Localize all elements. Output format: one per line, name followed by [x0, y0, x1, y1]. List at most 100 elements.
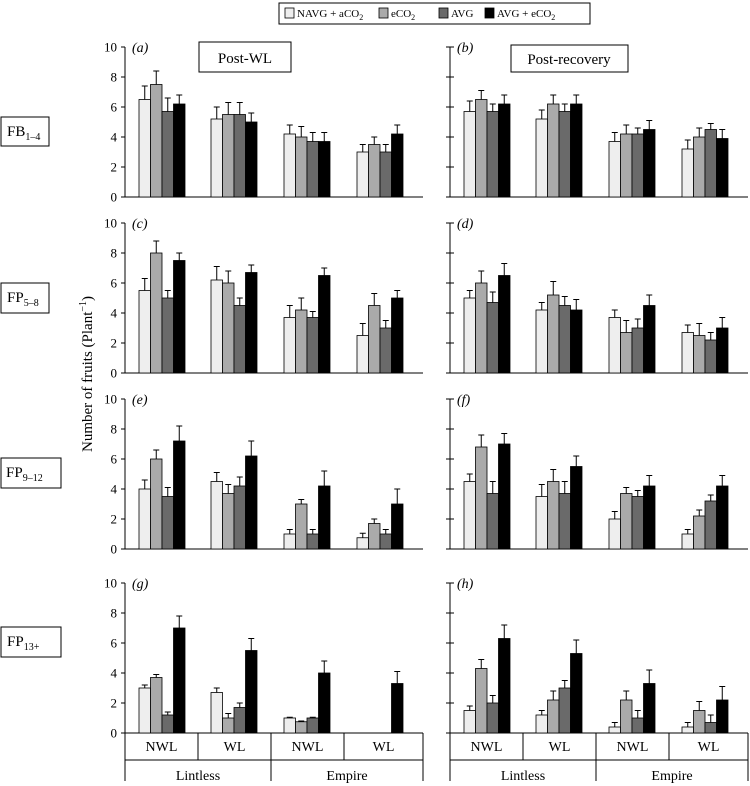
y-tick-label: 8: [111, 70, 118, 85]
bar: [379, 533, 392, 550]
y-tick-label: 6: [111, 452, 118, 467]
post-recovery-title: Post-recovery: [527, 52, 611, 68]
bar: [631, 717, 644, 734]
bar: [681, 726, 694, 734]
bar: [643, 683, 656, 734]
y-tick-label: 0: [111, 366, 118, 381]
group-label: WL: [373, 740, 395, 755]
bar: [693, 136, 706, 198]
bar: [498, 638, 511, 734]
cultivar-label: Empire: [651, 769, 692, 784]
row-label-3-text: FP9–12: [6, 465, 43, 484]
panels: 0 2 4 6 8 10 (a) (b) 0 2 4 6 8 10 (c) (d) 0 2 4 6 8 10 (e) (f) 0…: [104, 40, 748, 741]
bar: [391, 503, 404, 550]
bar: [138, 488, 151, 550]
bar: [486, 702, 499, 734]
row-label-3: FP9–12: [0, 457, 62, 489]
legend-label-1: NAVG + aCO2: [297, 8, 363, 22]
panel-letter: (e): [132, 393, 148, 408]
bar: [233, 707, 246, 734]
bar: [210, 481, 223, 550]
cultivar-label: Lintless: [501, 769, 545, 784]
bar: [681, 533, 694, 550]
legend: NAVG + aCO2 eCO2 AVG AVG + eCO2: [278, 2, 591, 25]
panel-e: 0 2 4 6 8 10 (e): [104, 392, 423, 557]
bar: [558, 111, 571, 198]
bar: [150, 677, 163, 734]
bar: [138, 687, 151, 734]
y-tick-label: 0: [111, 542, 118, 557]
bar: [570, 653, 583, 734]
bar: [161, 111, 174, 198]
bar: [150, 458, 163, 550]
group-label: WL: [698, 740, 720, 755]
bar: [535, 309, 548, 374]
bar: [233, 305, 246, 374]
bar: [704, 129, 717, 198]
bar: [535, 714, 548, 734]
cultivar-label: Lintless: [176, 769, 220, 784]
y-tick-label: 2: [111, 160, 118, 175]
group-label: WL: [549, 740, 571, 755]
bar: [318, 672, 331, 734]
bar: [161, 496, 174, 550]
row-label-2-text: FP5–8: [7, 290, 39, 309]
legend-swatch-1: [284, 7, 295, 19]
y-tick-label: 4: [111, 306, 118, 321]
post-wl-title: Post-WL: [218, 51, 272, 67]
bar: [245, 121, 258, 198]
group-label: WL: [224, 740, 246, 755]
bar: [306, 141, 319, 198]
bar: [558, 305, 571, 374]
y-axis-label: Number of fruits (Plant−1): [78, 296, 96, 452]
bar: [681, 332, 694, 374]
panel-letter: (c): [132, 217, 148, 232]
bar: [245, 272, 258, 374]
row-label-1-box: [0, 116, 50, 147]
bar: [161, 714, 174, 734]
group-label: NWL: [292, 740, 324, 755]
bar: [295, 721, 308, 734]
bar: [620, 133, 633, 198]
y-tick-label: 8: [111, 246, 118, 261]
row-label-2: FP5–8: [0, 282, 50, 314]
bar: [306, 317, 319, 374]
bar: [283, 133, 296, 198]
bar: [210, 279, 223, 374]
bar: [570, 309, 583, 374]
bar: [356, 335, 369, 374]
bar: [693, 710, 706, 734]
bar: [570, 466, 583, 550]
bar: [379, 151, 392, 198]
bar: [295, 309, 308, 374]
y-tick-label: 10: [104, 576, 117, 591]
bar: [306, 533, 319, 550]
y-tick-label: 6: [111, 100, 118, 115]
bar: [643, 305, 656, 374]
bar: [161, 297, 174, 374]
bar: [245, 650, 258, 734]
bar: [608, 726, 621, 734]
bar: [295, 136, 308, 198]
bar: [222, 282, 235, 374]
y-tick-label: 2: [111, 336, 118, 351]
legend-swatch-3: [438, 7, 449, 19]
bar: [704, 339, 717, 374]
bar: [173, 260, 186, 374]
bar: [608, 141, 621, 198]
bar: [173, 103, 186, 198]
y-tick-label: 10: [104, 216, 117, 231]
row-label-1-text: FB1–4: [7, 124, 40, 143]
bar: [379, 327, 392, 374]
bar: [138, 290, 151, 374]
bar: [173, 627, 186, 734]
bar: [245, 455, 258, 550]
bar: [704, 722, 717, 734]
bar: [498, 275, 511, 374]
bar: [222, 114, 235, 198]
bar: [693, 515, 706, 550]
panel-d: (d): [446, 217, 748, 374]
bar: [631, 496, 644, 550]
bar: [608, 317, 621, 374]
